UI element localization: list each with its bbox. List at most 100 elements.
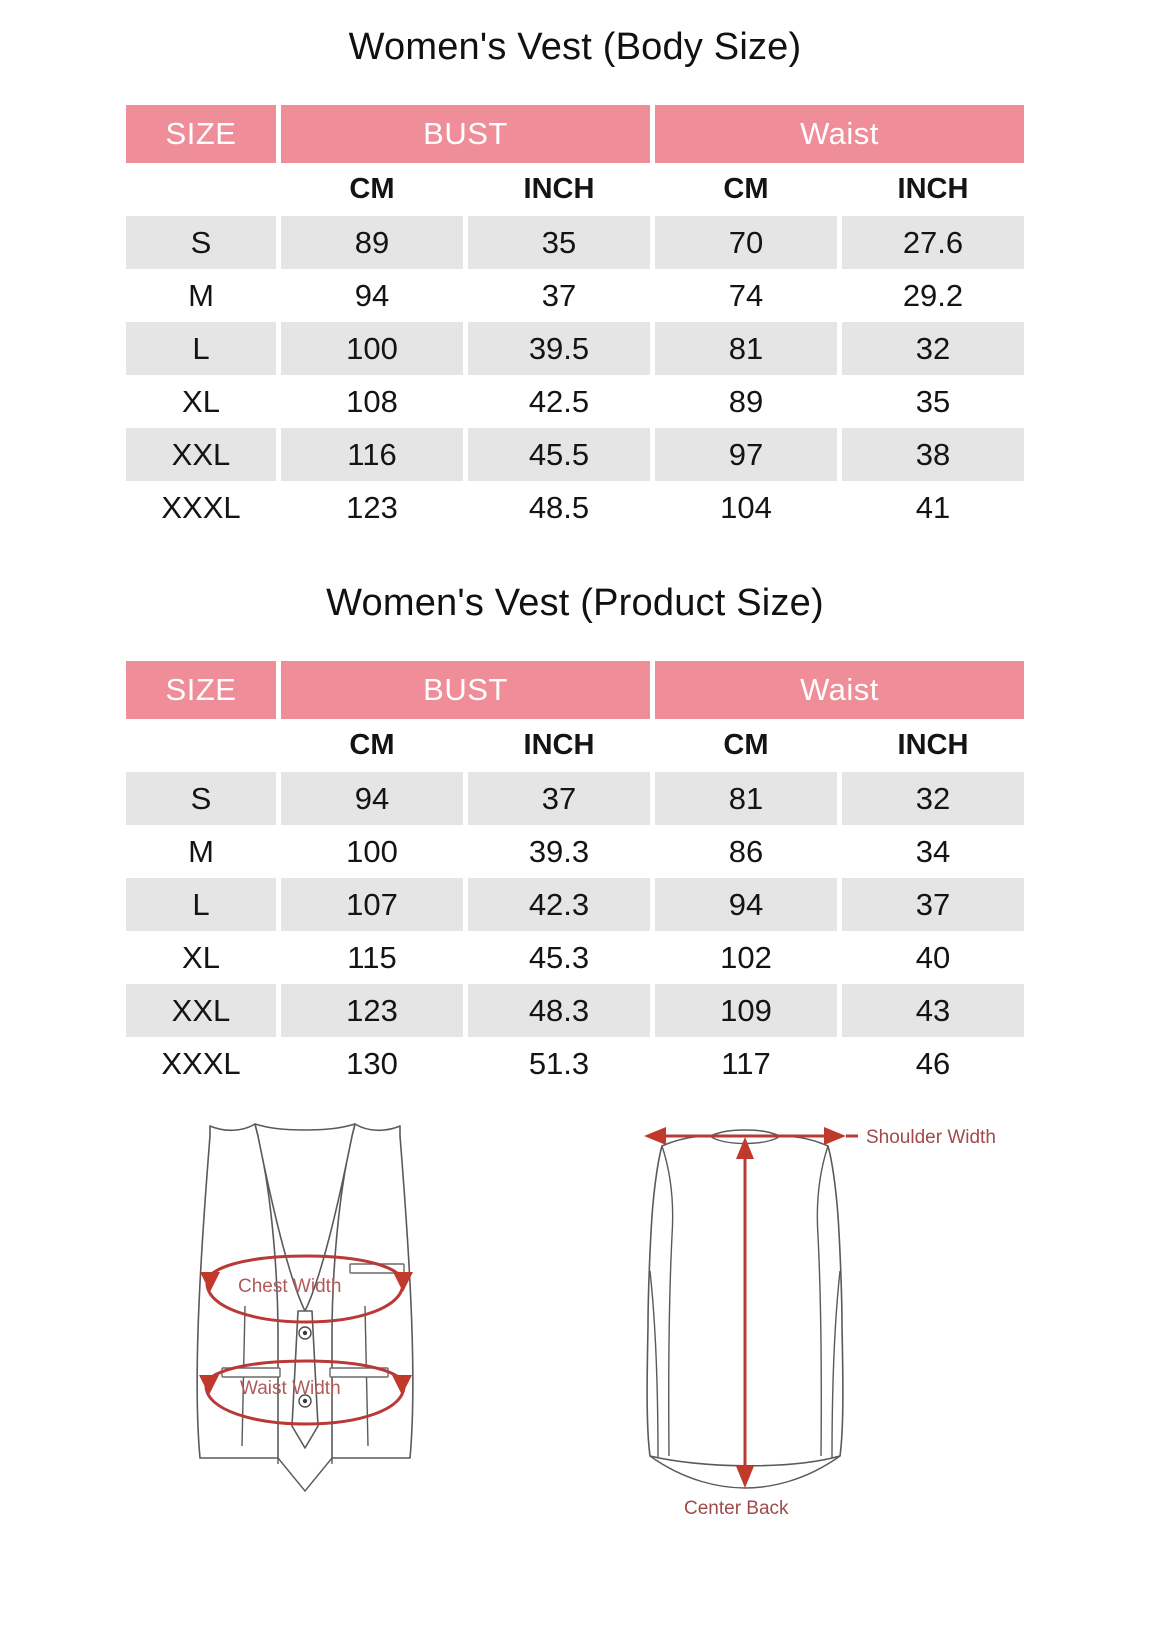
cell-bust-cm: 116 (280, 428, 463, 481)
subheader-waist-cm: CM (654, 719, 837, 772)
cell-waist-inch: 37 (841, 878, 1024, 931)
cell-waist-cm: 74 (654, 269, 837, 322)
cell-size: XXXL (125, 481, 276, 534)
cell-size: XL (125, 931, 276, 984)
cell-bust-inch: 51.3 (467, 1037, 650, 1090)
header-bust: BUST (280, 105, 650, 163)
table-2-subheader-row: CM INCH CM INCH (125, 719, 1024, 772)
cell-waist-inch: 46 (841, 1037, 1024, 1090)
cell-waist-cm: 89 (654, 375, 837, 428)
cell-waist-cm: 109 (654, 984, 837, 1037)
cell-bust-inch: 37 (467, 269, 650, 322)
cell-bust-cm: 130 (280, 1037, 463, 1090)
subheader-bust-cm: CM (280, 719, 463, 772)
table-row: M 100 39.3 86 34 (125, 825, 1024, 878)
cell-waist-inch: 34 (841, 825, 1024, 878)
cell-size: L (125, 322, 276, 375)
cell-bust-cm: 108 (280, 375, 463, 428)
cell-bust-inch: 45.3 (467, 931, 650, 984)
cell-size: M (125, 269, 276, 322)
table-row: S 89 35 70 27.6 (125, 216, 1024, 269)
subheader-waist-cm: CM (654, 163, 837, 216)
cell-bust-inch: 48.3 (467, 984, 650, 1037)
table-row: XXXL 130 51.3 117 46 (125, 1037, 1024, 1090)
cell-bust-inch: 35 (467, 216, 650, 269)
chest-width-label: Chest Width (238, 1276, 341, 1297)
cell-bust-cm: 94 (280, 772, 463, 825)
cell-waist-inch: 32 (841, 772, 1024, 825)
center-back-label: Center Back (684, 1498, 789, 1516)
header-waist: Waist (654, 105, 1024, 163)
cell-bust-inch: 39.5 (467, 322, 650, 375)
cell-bust-cm: 107 (280, 878, 463, 931)
cell-waist-cm: 94 (654, 878, 837, 931)
cell-waist-inch: 29.2 (841, 269, 1024, 322)
subheader-bust-inch: INCH (467, 163, 650, 216)
body-size-table: SIZE BUST Waist CM INCH CM INCH S 89 35 … (121, 105, 1029, 534)
measurement-illustrations: Chest Width Waist Width (0, 1096, 1150, 1596)
table-1-subheader-row: CM INCH CM INCH (125, 163, 1024, 216)
cell-size: M (125, 825, 276, 878)
cell-bust-inch: 37 (467, 772, 650, 825)
table-row: XL 115 45.3 102 40 (125, 931, 1024, 984)
cell-waist-cm: 81 (654, 772, 837, 825)
cell-waist-cm: 81 (654, 322, 837, 375)
vest-front-illustration: Chest Width Waist Width (150, 1096, 460, 1516)
header-waist: Waist (654, 661, 1024, 719)
table-row: XXXL 123 48.5 104 41 (125, 481, 1024, 534)
cell-bust-cm: 123 (280, 481, 463, 534)
table-row: L 107 42.3 94 37 (125, 878, 1024, 931)
waist-width-label: Waist Width (240, 1378, 341, 1399)
cell-size: XXL (125, 984, 276, 1037)
subheader-bust-cm: CM (280, 163, 463, 216)
header-size: SIZE (125, 105, 276, 163)
cell-waist-inch: 43 (841, 984, 1024, 1037)
subheader-waist-inch: INCH (841, 719, 1024, 772)
table-row: L 100 39.5 81 32 (125, 322, 1024, 375)
table-row: M 94 37 74 29.2 (125, 269, 1024, 322)
subheader-blank (125, 719, 276, 772)
cell-waist-inch: 40 (841, 931, 1024, 984)
table-row: XXL 123 48.3 109 43 (125, 984, 1024, 1037)
table-row: XXL 116 45.5 97 38 (125, 428, 1024, 481)
shoulder-width-label: Shoulder Width (866, 1127, 996, 1148)
table-1-header-row: SIZE BUST Waist (125, 105, 1024, 163)
cell-waist-cm: 102 (654, 931, 837, 984)
cell-waist-cm: 70 (654, 216, 837, 269)
header-size: SIZE (125, 661, 276, 719)
cell-waist-inch: 32 (841, 322, 1024, 375)
subheader-blank (125, 163, 276, 216)
cell-size: XXXL (125, 1037, 276, 1090)
cell-waist-cm: 86 (654, 825, 837, 878)
cell-waist-cm: 104 (654, 481, 837, 534)
cell-waist-inch: 38 (841, 428, 1024, 481)
cell-bust-cm: 94 (280, 269, 463, 322)
cell-bust-cm: 100 (280, 322, 463, 375)
cell-bust-inch: 45.5 (467, 428, 650, 481)
cell-size: L (125, 878, 276, 931)
cell-waist-inch: 27.6 (841, 216, 1024, 269)
cell-bust-cm: 89 (280, 216, 463, 269)
cell-bust-inch: 42.3 (467, 878, 650, 931)
cell-bust-cm: 115 (280, 931, 463, 984)
product-size-table: SIZE BUST Waist CM INCH CM INCH S 94 37 … (121, 661, 1029, 1090)
cell-bust-inch: 39.3 (467, 825, 650, 878)
subheader-bust-inch: INCH (467, 719, 650, 772)
subheader-waist-inch: INCH (841, 163, 1024, 216)
table-row: XL 108 42.5 89 35 (125, 375, 1024, 428)
cell-bust-inch: 48.5 (467, 481, 650, 534)
cell-bust-cm: 100 (280, 825, 463, 878)
cell-size: XL (125, 375, 276, 428)
table-2-title: Women's Vest (Product Size) (326, 582, 824, 624)
cell-bust-cm: 123 (280, 984, 463, 1037)
cell-size: S (125, 772, 276, 825)
header-bust: BUST (280, 661, 650, 719)
cell-waist-cm: 117 (654, 1037, 837, 1090)
cell-size: XXL (125, 428, 276, 481)
cell-waist-cm: 97 (654, 428, 837, 481)
cell-size: S (125, 216, 276, 269)
cell-bust-inch: 42.5 (467, 375, 650, 428)
cell-waist-inch: 35 (841, 375, 1024, 428)
cell-waist-inch: 41 (841, 481, 1024, 534)
